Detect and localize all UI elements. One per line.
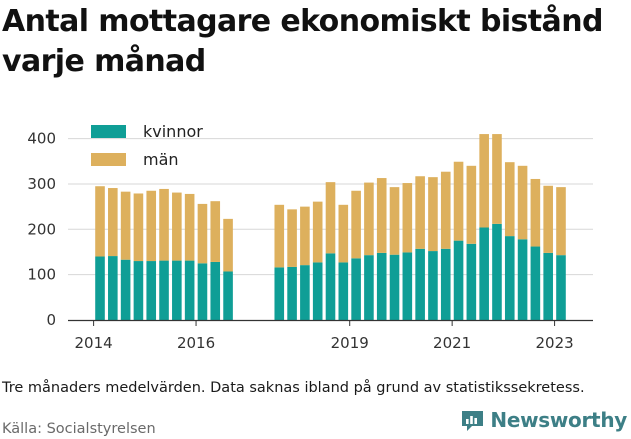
bar-man <box>210 201 221 262</box>
bar-kvinnor <box>440 248 451 320</box>
bar-man <box>120 191 131 260</box>
bar-kvinnor <box>479 227 489 320</box>
bar-kvinnor <box>492 223 502 320</box>
brand-name: Newsworthy <box>490 408 627 432</box>
bar-man <box>197 203 208 264</box>
bar-kvinnor <box>172 260 182 320</box>
bar-kvinnor <box>210 261 221 320</box>
x-tick-label: 2023 <box>535 334 573 352</box>
bar-kvinnor <box>197 263 208 320</box>
bar-kvinnor <box>133 261 144 320</box>
bar-man <box>466 165 477 244</box>
legend-swatch <box>91 153 126 166</box>
bar-kvinnor <box>184 260 195 320</box>
bar-kvinnor <box>325 253 336 320</box>
bar-kvinnor <box>466 243 477 320</box>
bar-man <box>108 188 118 257</box>
bar-kvinnor <box>402 252 413 320</box>
chart-title: Antal mottagare ekonomiskt bistånd varje… <box>2 4 603 79</box>
bar-kvinnor <box>312 262 323 320</box>
bar-man <box>428 177 438 252</box>
bar-kvinnor <box>338 262 349 320</box>
legend-label: kvinnor <box>143 122 203 141</box>
bar-kvinnor <box>504 236 515 320</box>
bar-man <box>146 190 157 262</box>
bar-man <box>312 201 323 263</box>
stacked-bar-chart: 0 100 200 300 400 2014 2016 2019 2021 2023 kvinno… <box>27 122 593 352</box>
bar-kvinnor <box>376 252 387 320</box>
bar-man <box>402 183 413 253</box>
legend-label: män <box>143 150 179 169</box>
bar-kvinnor <box>146 261 157 320</box>
bar-man <box>440 171 451 249</box>
bar-man <box>223 218 233 272</box>
bar-kvinnor <box>108 256 118 320</box>
bar-man <box>274 204 285 268</box>
x-tick-label: 2019 <box>331 334 369 352</box>
y-tick-label: 200 <box>27 220 56 238</box>
bar-man <box>556 187 566 256</box>
legend: kvinnor män <box>91 122 203 169</box>
bar-man <box>530 178 541 247</box>
bar-man <box>479 134 489 228</box>
bar-man <box>453 161 464 241</box>
newsworthy-logo-icon <box>462 410 484 431</box>
x-tick-label: 2021 <box>433 334 471 352</box>
brand-logo: Newsworthy <box>460 405 627 435</box>
bar-man <box>184 193 195 261</box>
legend-swatch <box>91 125 126 138</box>
bar-kvinnor <box>364 255 374 320</box>
bar-kvinnor <box>287 266 297 320</box>
bar-series <box>95 134 566 320</box>
bar-man <box>338 204 349 263</box>
bar-kvinnor <box>351 258 361 320</box>
y-tick-label: 400 <box>27 130 56 148</box>
bar-man <box>159 188 169 261</box>
y-tick-label: 0 <box>46 311 56 329</box>
axes: 0 100 200 300 400 2014 2016 2019 2021 2023 <box>27 130 593 352</box>
bar-kvinnor <box>453 240 464 320</box>
source-credit: Källa: Socialstyrelsen <box>2 421 156 437</box>
bar-kvinnor <box>223 271 233 320</box>
y-tick-label: 300 <box>27 175 56 193</box>
bar-kvinnor <box>530 246 541 320</box>
bar-man <box>172 192 182 261</box>
bar-kvinnor <box>428 251 438 320</box>
bar-man <box>287 209 297 267</box>
x-tick-label: 2014 <box>75 334 113 352</box>
bar-man <box>364 182 374 256</box>
bar-kvinnor <box>159 260 169 320</box>
bar-man <box>325 182 336 254</box>
bar-man <box>543 185 553 253</box>
bar-kvinnor <box>120 259 131 320</box>
bar-man <box>95 186 105 257</box>
bar-kvinnor <box>95 256 105 320</box>
bar-kvinnor <box>300 265 310 320</box>
bar-kvinnor <box>543 252 553 320</box>
bar-man <box>389 187 400 255</box>
x-tick-label: 2016 <box>177 334 215 352</box>
bar-kvinnor <box>556 255 566 320</box>
bar-kvinnor <box>517 239 528 320</box>
bar-man <box>133 193 144 262</box>
bar-kvinnor <box>389 254 400 320</box>
bar-man <box>517 165 528 240</box>
bar-man <box>300 206 310 266</box>
bar-man <box>415 176 425 249</box>
bar-man <box>351 190 361 259</box>
chart-note: Tre månaders medelvärden. Data saknas ib… <box>2 380 585 396</box>
bar-kvinnor <box>415 248 425 320</box>
bar-man <box>504 162 515 237</box>
bar-man <box>492 134 502 224</box>
y-tick-label: 100 <box>27 266 56 284</box>
bar-kvinnor <box>274 267 285 320</box>
bar-man <box>376 178 387 253</box>
